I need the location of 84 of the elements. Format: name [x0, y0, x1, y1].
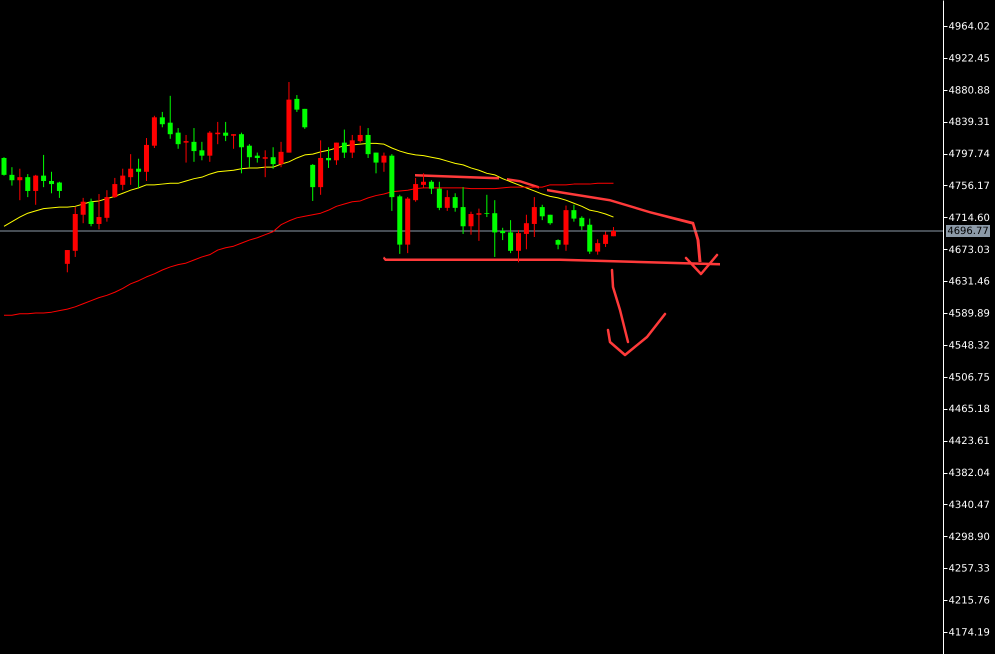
candlestick — [223, 121, 228, 142]
candlestick — [184, 134, 189, 164]
y-tick-label: 4382.04 — [948, 468, 990, 480]
candlestick — [33, 174, 38, 206]
candlestick — [508, 220, 514, 254]
candlestick — [374, 152, 379, 174]
candlestick — [207, 130, 212, 162]
y-tick-label: 4839.31 — [948, 117, 990, 128]
y-tick-label: 4797.74 — [948, 149, 990, 160]
candlestick — [310, 164, 316, 202]
candlestick — [350, 134, 355, 158]
y-tick-label: 4257.33 — [948, 564, 990, 575]
y-tick-label: 4548.32 — [948, 340, 990, 352]
candlestick — [231, 134, 236, 150]
y-tick-label: 4465.18 — [948, 404, 990, 416]
candlestick — [2, 156, 7, 176]
candlestick — [41, 154, 46, 188]
candlestick — [168, 95, 173, 140]
candlestick — [579, 216, 584, 231]
candlestick — [532, 196, 537, 238]
ref-line-label: 4696.77 — [947, 226, 989, 238]
y-tick-label: 4631.46 — [948, 276, 990, 288]
candlestick — [160, 111, 165, 128]
candlestick — [49, 171, 54, 194]
candlestick — [428, 180, 434, 195]
y-tick-label: 4673.03 — [948, 244, 990, 256]
candlestick — [104, 190, 110, 222]
candlestick — [358, 125, 363, 144]
candlestick — [326, 146, 332, 168]
y-tick-label: 4215.76 — [948, 596, 990, 607]
candlestick — [64, 250, 70, 273]
candlestick — [476, 208, 482, 242]
candlestick — [342, 129, 347, 158]
candlestick — [302, 108, 308, 130]
candlestick — [492, 200, 498, 258]
candlestick — [136, 158, 142, 188]
candlestick — [96, 194, 102, 230]
candlestick — [270, 146, 276, 170]
candlestick — [603, 231, 608, 248]
candlestick — [571, 204, 576, 222]
y-tick-label: 4423.61 — [948, 436, 990, 448]
candlestick — [191, 128, 196, 162]
candlestick — [484, 194, 490, 218]
candlestick — [56, 181, 62, 198]
y-tick-label: 4880.88 — [948, 85, 990, 96]
candlestick — [9, 166, 14, 186]
candlestick — [17, 168, 22, 201]
y-tick-label: 4174.19 — [948, 627, 990, 638]
candlestick — [120, 168, 126, 191]
candlestick — [246, 144, 252, 168]
y-tick-label: 4298.90 — [948, 532, 990, 543]
candlestick — [215, 121, 220, 145]
y-tick-label: 4964.02 — [948, 21, 990, 32]
y-tick-label: 4506.75 — [948, 372, 990, 384]
y-tick-label: 4589.89 — [948, 308, 990, 320]
candlestick — [452, 192, 458, 212]
candlestick — [199, 141, 204, 161]
y-tick-label: 4714.60 — [948, 212, 990, 224]
candlestick — [381, 152, 386, 172]
candlestick — [278, 141, 284, 168]
candlestick — [80, 197, 86, 224]
candlestick — [468, 211, 474, 236]
candlestick — [254, 152, 260, 164]
candlestick — [540, 204, 545, 221]
candlestick — [238, 132, 244, 174]
candlestick — [128, 154, 134, 186]
candlestick — [25, 174, 30, 198]
candlestick — [436, 181, 442, 211]
candlestick — [516, 230, 521, 263]
candlestick — [112, 177, 118, 198]
candlestick — [334, 142, 339, 166]
candlestick — [176, 128, 181, 150]
candlestick — [595, 238, 600, 256]
candlestick — [556, 238, 561, 250]
candlestick — [294, 94, 300, 112]
y-tick-label: 4340.47 — [948, 500, 990, 511]
candlestick — [88, 198, 94, 227]
candlestick — [524, 214, 529, 250]
candlestick — [460, 186, 466, 234]
candlestick — [444, 190, 450, 212]
candlestick — [366, 128, 371, 158]
y-tick-label: 4922.45 — [948, 53, 990, 64]
candlestick — [262, 150, 268, 178]
y-tick-label: 4756.17 — [948, 180, 990, 192]
